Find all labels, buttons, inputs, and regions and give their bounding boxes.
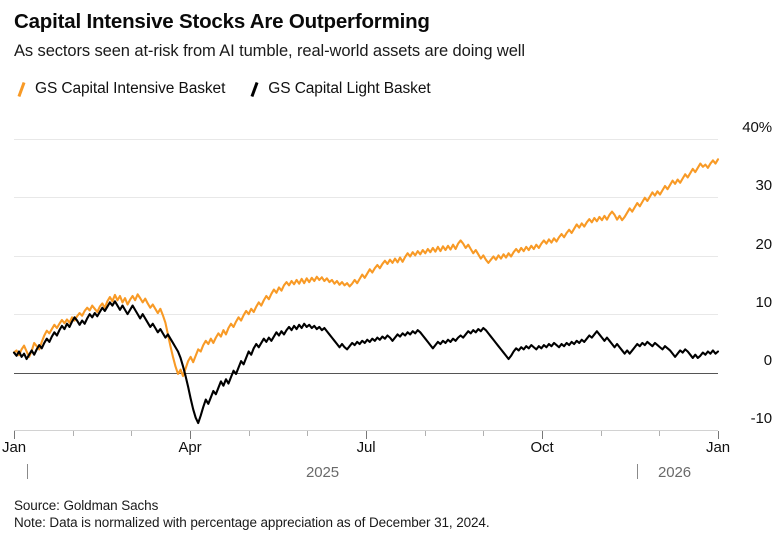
x-tick-minor-7	[659, 431, 661, 436]
slash-icon-orange	[14, 81, 28, 98]
year-label-2026: 2026	[658, 464, 691, 481]
chart-legend: GS Capital Intensive Basket GS Capital L…	[14, 80, 453, 98]
gridline-40	[14, 139, 718, 140]
legend-label: GS Capital Intensive Basket	[35, 80, 226, 97]
series-line	[12, 300, 720, 425]
y-tick-40: 40%	[742, 119, 772, 136]
x-tick-minor-6	[600, 431, 602, 436]
y-tick-20: 20	[755, 236, 773, 253]
y-tick-0: 0	[763, 352, 772, 369]
legend-label: GS Capital Light Basket	[268, 80, 431, 97]
x-label-oct: Oct	[530, 439, 554, 456]
chart-footer: Source: Goldman Sachs Note: Data is norm…	[14, 497, 490, 531]
source-text: Source: Goldman Sachs	[14, 498, 159, 513]
page-title: Capital Intensive Stocks Are Outperformi…	[14, 10, 430, 33]
x-axis-line	[14, 430, 718, 431]
x-tick-minor-0	[72, 431, 74, 436]
y-tick-30: 30	[755, 177, 773, 194]
x-label-jul: Jul	[356, 439, 376, 456]
year-separator-2026	[637, 464, 638, 479]
x-label-jan-2026: Jan	[706, 439, 730, 456]
year-separator-2025	[27, 464, 28, 479]
y-tick-m10: -10	[750, 410, 772, 427]
x-tick-major-2	[366, 431, 367, 439]
note-text: Note: Data is normalized with percentage…	[14, 515, 490, 530]
year-label-2025: 2025	[306, 464, 339, 481]
x-tick-minor-1	[131, 431, 133, 436]
x-tick-major-1	[190, 431, 191, 439]
gridline-10	[14, 314, 718, 315]
slash-icon-black	[247, 81, 261, 98]
legend-item-capital-light[interactable]: GS Capital Light Basket	[247, 80, 431, 98]
x-tick-minor-5	[483, 431, 485, 436]
series-line	[12, 158, 720, 378]
gridline-20	[14, 256, 718, 257]
x-tick-minor-3	[307, 431, 309, 436]
series-lines	[12, 158, 720, 425]
plot-area	[12, 139, 720, 431]
legend-item-capital-intensive[interactable]: GS Capital Intensive Basket	[14, 80, 225, 98]
page-subtitle: As sectors seen at-risk from AI tumble, …	[14, 42, 525, 60]
gridline-30	[14, 197, 718, 198]
x-tick-major-0	[14, 431, 15, 439]
x-tick-major-4	[718, 431, 719, 439]
x-tick-minor-4	[424, 431, 426, 436]
y-tick-10: 10	[755, 294, 773, 311]
x-tick-minor-2	[248, 431, 250, 436]
x-tick-major-3	[542, 431, 543, 439]
zero-line	[14, 373, 718, 374]
x-label-jan-2025: Jan	[2, 439, 26, 456]
x-label-apr: Apr	[178, 439, 202, 456]
